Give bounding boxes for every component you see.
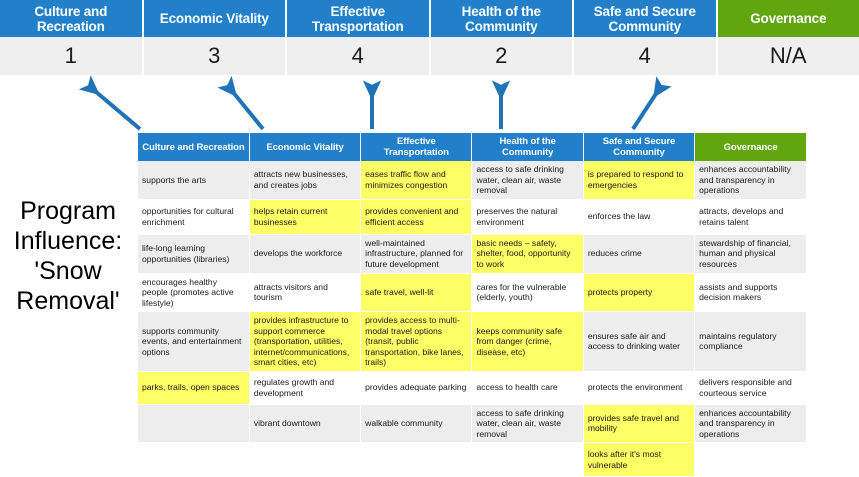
scorecard-header-safe-and-secure-community[interactable]: Safe and Secure Community — [574, 0, 718, 37]
matrix-header-row: Culture and Recreation Economic Vitality… — [138, 133, 806, 161]
scorecard-header-label: Governance — [750, 11, 826, 26]
caption-line-2: Influence: — [2, 226, 134, 256]
arrow-culture-and-recreation — [89, 86, 140, 129]
matrix-cell — [695, 443, 806, 477]
scorecard-header-effective-transportation[interactable]: Effective Transportation — [287, 0, 431, 37]
matrix-cell — [138, 443, 249, 477]
scorecard-header-label: Effective Transportation — [290, 4, 426, 34]
matrix-cell — [249, 443, 360, 477]
matrix-cell: ensures safe air and access to drinking … — [583, 312, 694, 372]
matrix-cell: supports community events, and entertain… — [138, 312, 249, 372]
matrix-cell: protects property — [583, 273, 694, 312]
caption-line-4: Removal' — [2, 286, 134, 316]
scorecard-value-row: 1 3 4 2 4 N/A — [0, 37, 859, 75]
scorecard-header-label: Culture and Recreation — [3, 4, 139, 34]
scorecard-header-economic-vitality[interactable]: Economic Vitality — [144, 0, 288, 37]
matrix-cell: provides access to multi-modal travel op… — [361, 312, 472, 372]
matrix-cell: opportunities for cultural enrichment — [138, 199, 249, 234]
matrix-cell: access to safe drinking water, clean air… — [472, 404, 583, 443]
matrix-cell: develops the workforce — [249, 234, 360, 273]
matrix-cell: life-long learning opportunities (librar… — [138, 234, 249, 273]
matrix-header-culture-and-recreation[interactable]: Culture and Recreation — [138, 133, 249, 161]
scorecard-strip: Culture and Recreation Economic Vitality… — [0, 0, 859, 75]
matrix-cell — [361, 443, 472, 477]
table-row: looks after it's most vulnerable — [138, 443, 806, 477]
matrix-cell: regulates growth and development — [249, 371, 360, 404]
scorecard-header-health-of-the-community[interactable]: Health of the Community — [431, 0, 575, 37]
matrix-cell: attracts new businesses, and creates job… — [249, 161, 360, 199]
matrix-header-governance[interactable]: Governance — [695, 133, 806, 161]
table-row: life-long learning opportunities (librar… — [138, 234, 806, 273]
matrix-cell: preserves the natural environment — [472, 199, 583, 234]
scorecard-value-economic-vitality: 3 — [144, 37, 288, 75]
matrix-body: supports the arts attracts new businesse… — [138, 161, 806, 477]
scorecard-header-label: Economic Vitality — [160, 11, 269, 26]
matrix-cell: enhances accountability and transparency… — [695, 161, 806, 199]
table-row: parks, trails, open spaces regulates gro… — [138, 371, 806, 404]
matrix-cell: attracts, develops and retains talent — [695, 199, 806, 234]
community-outcomes-matrix: Culture and Recreation Economic Vitality… — [138, 133, 806, 477]
matrix-cell: well-maintained infrastructure, planned … — [361, 234, 472, 273]
scorecard-value-governance: N/A — [718, 37, 859, 75]
matrix-cell: enhances accountability and transparency… — [695, 404, 806, 443]
arrow-safe-and-secure-community — [633, 86, 661, 129]
matrix-cell: is prepared to respond to emergencies — [583, 161, 694, 199]
scorecard-header-label: Health of the Community — [434, 4, 570, 34]
matrix-cell: reduces crime — [583, 234, 694, 273]
table-row: opportunities for cultural enrichment he… — [138, 199, 806, 234]
matrix-cell: provides convenient and efficient access — [361, 199, 472, 234]
matrix-header-health-of-the-community[interactable]: Health of the Community — [472, 133, 583, 161]
matrix-cell: provides safe travel and mobility — [583, 404, 694, 443]
scorecard-value-safe-and-secure-community: 4 — [574, 37, 718, 75]
matrix-cell: protects the environment — [583, 371, 694, 404]
scorecard-header-culture-and-recreation[interactable]: Culture and Recreation — [0, 0, 144, 37]
matrix-cell: walkable community — [361, 404, 472, 443]
scorecard-header-row: Culture and Recreation Economic Vitality… — [0, 0, 859, 37]
matrix-cell: delivers responsible and courteous servi… — [695, 371, 806, 404]
scorecard-value-health-of-the-community: 2 — [431, 37, 575, 75]
matrix-cell: encourages healthy people (promotes acti… — [138, 273, 249, 312]
scorecard-value-effective-transportation: 4 — [287, 37, 431, 75]
matrix-cell: looks after it's most vulnerable — [583, 443, 694, 477]
matrix-cell: assists and supports decision makers — [695, 273, 806, 312]
matrix-cell: access to health care — [472, 371, 583, 404]
scorecard-header-governance[interactable]: Governance — [718, 0, 859, 37]
matrix-cell: maintains regulatory compliance — [695, 312, 806, 372]
caption-line-3: 'Snow — [2, 256, 134, 286]
matrix-header-safe-and-secure-community[interactable]: Safe and Secure Community — [583, 133, 694, 161]
caption-line-1: Program — [2, 196, 134, 226]
arrow-connector-layer — [0, 72, 859, 134]
matrix-cell: helps retain current businesses — [249, 199, 360, 234]
scorecard-value-culture-and-recreation: 1 — [0, 37, 144, 75]
matrix-cell: enforces the law — [583, 199, 694, 234]
scorecard-header-label: Safe and Secure Community — [577, 4, 713, 34]
matrix-cell: stewardship of financial, human and phys… — [695, 234, 806, 273]
matrix-cell: provides infrastructure to support comme… — [249, 312, 360, 372]
matrix-cell: safe travel, well-lit — [361, 273, 472, 312]
matrix-cell: access to safe drinking water, clean air… — [472, 161, 583, 199]
matrix-header-economic-vitality[interactable]: Economic Vitality — [249, 133, 360, 161]
matrix-cell: supports the arts — [138, 161, 249, 199]
matrix-cell: basic needs – safety, shelter, food, opp… — [472, 234, 583, 273]
matrix-cell — [472, 443, 583, 477]
table-row: vibrant downtown walkable community acce… — [138, 404, 806, 443]
matrix-cell: provides adequate parking — [361, 371, 472, 404]
matrix-cell: vibrant downtown — [249, 404, 360, 443]
matrix-cell: cares for the vulnerable (elderly, youth… — [472, 273, 583, 312]
matrix-header-effective-transportation[interactable]: Effective Transportation — [361, 133, 472, 161]
matrix-cell — [138, 404, 249, 443]
arrow-economic-vitality — [228, 86, 263, 129]
matrix-cell: attracts visitors and tourism — [249, 273, 360, 312]
table-row: encourages healthy people (promotes acti… — [138, 273, 806, 312]
matrix-cell: keeps community safe from danger (crime,… — [472, 312, 583, 372]
program-influence-caption: Program Influence: 'Snow Removal' — [2, 196, 134, 316]
matrix-cell: parks, trails, open spaces — [138, 371, 249, 404]
table-row: supports community events, and entertain… — [138, 312, 806, 372]
matrix-cell: eases traffic flow and minimizes congest… — [361, 161, 472, 199]
table-row: supports the arts attracts new businesse… — [138, 161, 806, 199]
